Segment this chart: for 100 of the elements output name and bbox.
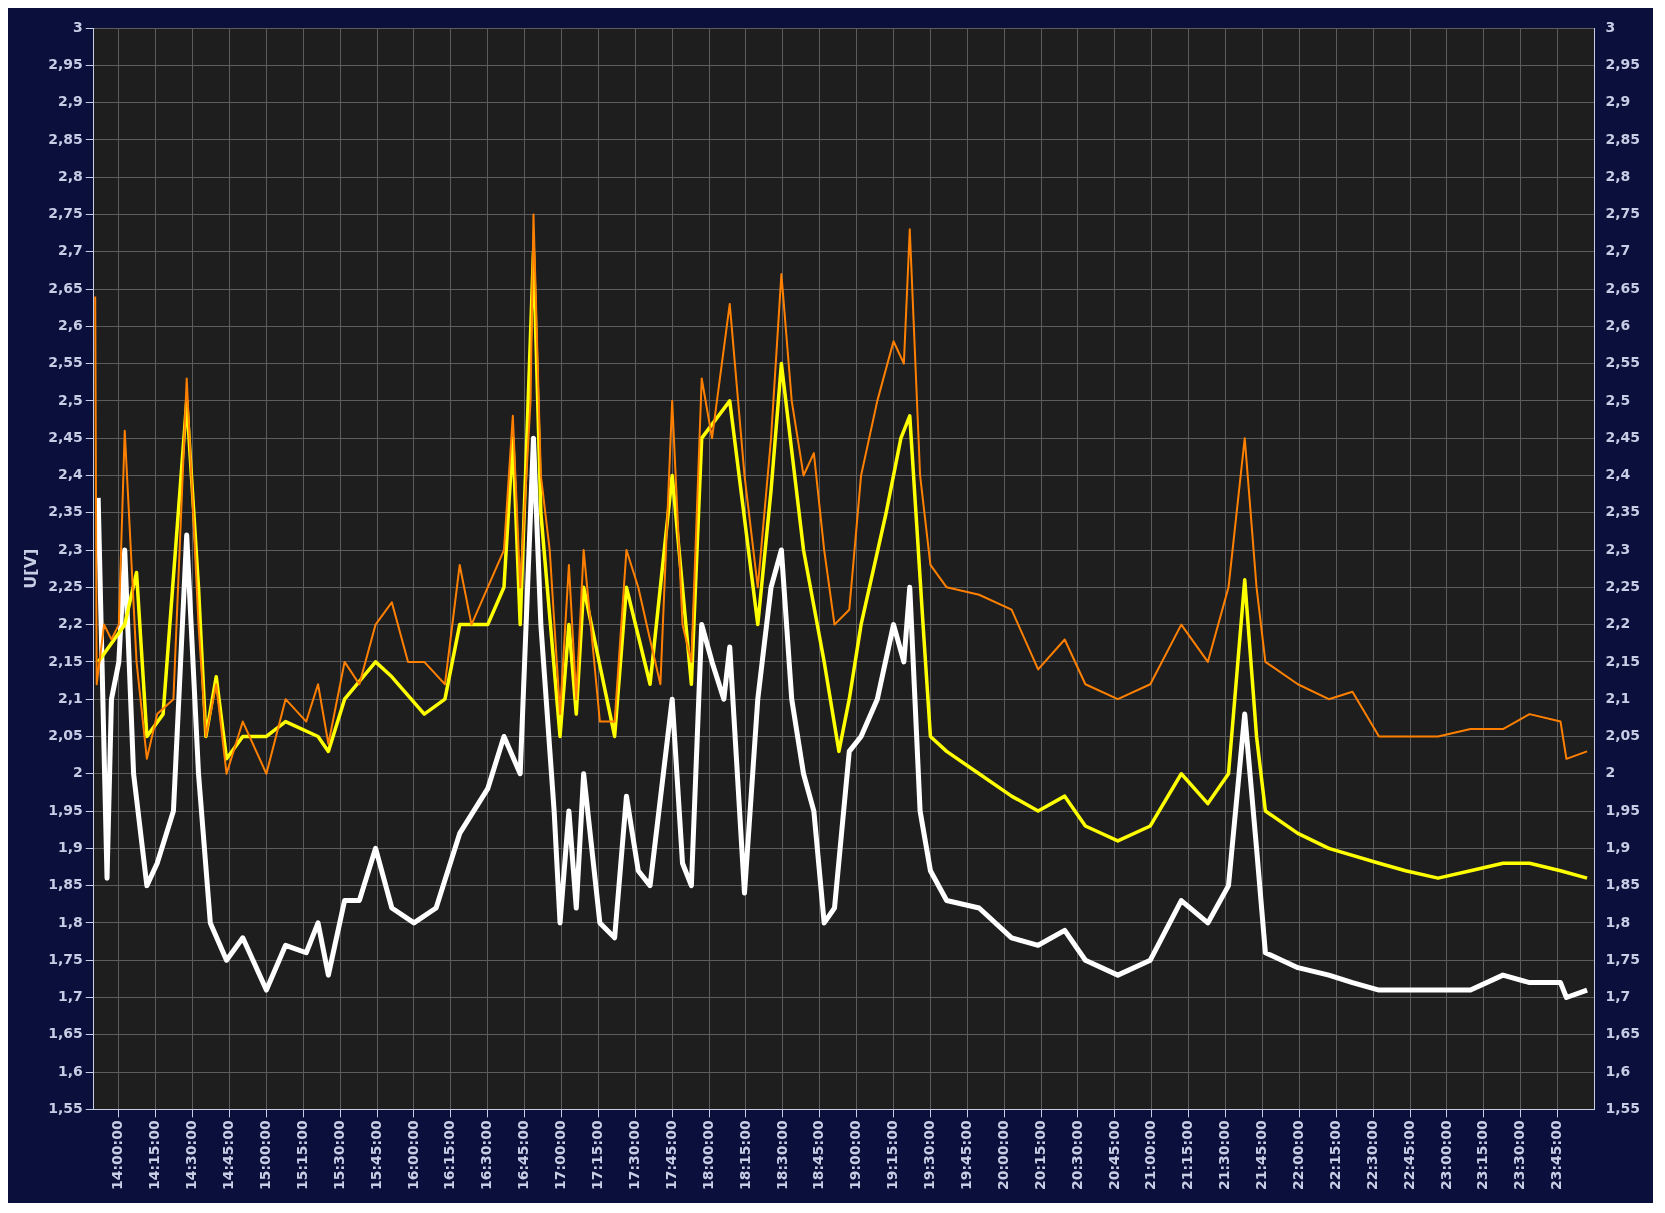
x-tick-label: 20:30:00 bbox=[1068, 1120, 1085, 1191]
x-tick-label: 16:45:00 bbox=[515, 1120, 532, 1191]
y-tick-label: 2,2 bbox=[57, 615, 83, 632]
x-tick-label: 22:00:00 bbox=[1289, 1120, 1306, 1191]
x-tick-label: 19:00:00 bbox=[847, 1120, 864, 1191]
y-tick-label: 2,55 bbox=[48, 354, 83, 371]
y-tick-label: 2 bbox=[72, 764, 83, 781]
y-tick-label: 2,05 bbox=[48, 727, 83, 744]
x-tick-label: 20:45:00 bbox=[1105, 1120, 1122, 1191]
y-tick-label: 2,35 bbox=[48, 503, 83, 520]
y2-tick-label: 1,7 bbox=[1605, 988, 1631, 1005]
x-tick-label: 21:30:00 bbox=[1216, 1120, 1233, 1191]
y2-tick-label: 2,7 bbox=[1605, 242, 1631, 259]
x-tick-label: 21:45:00 bbox=[1253, 1120, 1270, 1191]
y2-tick-label: 2,4 bbox=[1605, 466, 1631, 483]
y-tick-label: 1,75 bbox=[48, 950, 83, 967]
y-tick-label: 2,8 bbox=[57, 167, 83, 184]
x-tick-label: 18:15:00 bbox=[736, 1120, 753, 1191]
y2-tick-label: 2,8 bbox=[1605, 167, 1631, 184]
y-tick-label: 1,9 bbox=[57, 838, 83, 855]
y-tick-label: 2,9 bbox=[57, 93, 83, 110]
y-tick-label: 1,95 bbox=[48, 801, 83, 818]
y2-tick-label: 2,55 bbox=[1605, 354, 1640, 371]
x-tick-label: 17:00:00 bbox=[552, 1120, 569, 1191]
y2-tick-label: 2,95 bbox=[1605, 55, 1640, 72]
y-tick-label: 2,7 bbox=[57, 242, 83, 259]
x-tick-label: 14:45:00 bbox=[220, 1120, 237, 1191]
y2-tick-label: 1,55 bbox=[1605, 1100, 1640, 1116]
y-tick-label: 2,45 bbox=[48, 428, 83, 445]
y2-tick-label: 2,65 bbox=[1605, 279, 1640, 296]
y-tick-label: 3 bbox=[72, 18, 83, 35]
y2-tick-label: 1,6 bbox=[1605, 1062, 1631, 1079]
y-tick-label: 2,25 bbox=[48, 577, 83, 594]
x-tick-label: 14:30:00 bbox=[183, 1120, 200, 1191]
x-tick-label: 20:00:00 bbox=[994, 1120, 1011, 1191]
x-tick-label: 15:00:00 bbox=[257, 1120, 274, 1191]
y-tick-label: 1,55 bbox=[48, 1100, 83, 1116]
x-tick-label: 18:30:00 bbox=[773, 1120, 790, 1191]
x-tick-label: 23:45:00 bbox=[1548, 1120, 1565, 1191]
y2-tick-label: 2,45 bbox=[1605, 428, 1640, 445]
y-tick-label: 1,6 bbox=[57, 1062, 83, 1079]
y-tick-label: 2,15 bbox=[48, 652, 83, 669]
y-tick-label: 2,6 bbox=[57, 316, 83, 333]
x-tick-label: 16:30:00 bbox=[478, 1120, 495, 1191]
x-tick-label: 14:15:00 bbox=[146, 1120, 163, 1191]
x-tick-label: 17:45:00 bbox=[662, 1120, 679, 1191]
x-tick-label: 17:30:00 bbox=[625, 1120, 642, 1191]
x-tick-label: 21:15:00 bbox=[1179, 1120, 1196, 1191]
y2-tick-label: 2,15 bbox=[1605, 652, 1640, 669]
x-tick-label: 15:30:00 bbox=[330, 1120, 347, 1191]
y2-tick-label: 1,65 bbox=[1605, 1025, 1640, 1042]
y2-tick-label: 2,9 bbox=[1605, 93, 1631, 110]
y-tick-label: 2,75 bbox=[48, 205, 83, 222]
y2-tick-label: 3 bbox=[1605, 18, 1616, 35]
y-tick-label: 1,8 bbox=[57, 913, 83, 930]
y2-tick-label: 1,75 bbox=[1605, 950, 1640, 967]
y2-tick-label: 2,5 bbox=[1605, 391, 1631, 408]
x-tick-label: 17:15:00 bbox=[589, 1120, 606, 1191]
y2-tick-label: 1,9 bbox=[1605, 838, 1631, 855]
y2-tick-label: 2,1 bbox=[1605, 689, 1631, 706]
x-tick-label: 20:15:00 bbox=[1031, 1120, 1048, 1191]
x-tick-label: 22:30:00 bbox=[1363, 1120, 1380, 1191]
y2-tick-label: 2,85 bbox=[1605, 130, 1640, 147]
x-tick-label: 21:00:00 bbox=[1142, 1120, 1159, 1191]
y2-tick-label: 2,05 bbox=[1605, 727, 1640, 744]
x-tick-label: 22:45:00 bbox=[1400, 1120, 1417, 1191]
x-tick-label: 16:00:00 bbox=[404, 1120, 421, 1191]
x-tick-label: 14:00:00 bbox=[109, 1120, 126, 1191]
y2-tick-label: 2,6 bbox=[1605, 316, 1631, 333]
y2-tick-label: 1,85 bbox=[1605, 876, 1640, 893]
x-tick-label: 19:30:00 bbox=[921, 1120, 938, 1191]
y2-tick-label: 2,35 bbox=[1605, 503, 1640, 520]
x-tick-label: 16:15:00 bbox=[441, 1120, 458, 1191]
x-tick-label: 22:15:00 bbox=[1326, 1120, 1343, 1191]
y-axis-title: U[V] bbox=[20, 548, 40, 589]
x-tick-label: 19:15:00 bbox=[884, 1120, 901, 1191]
x-tick-label: 23:00:00 bbox=[1437, 1120, 1454, 1191]
y2-tick-label: 2,2 bbox=[1605, 615, 1631, 632]
y2-tick-label: 2,25 bbox=[1605, 577, 1640, 594]
y-tick-label: 2,1 bbox=[57, 689, 83, 706]
y2-tick-label: 2,3 bbox=[1605, 540, 1631, 557]
y-tick-label: 2,65 bbox=[48, 279, 83, 296]
y-tick-label: 1,85 bbox=[48, 876, 83, 893]
y2-tick-label: 1,8 bbox=[1605, 913, 1631, 930]
x-tick-label: 23:30:00 bbox=[1511, 1120, 1528, 1191]
y2-tick-label: 2 bbox=[1605, 764, 1616, 781]
x-tick-label: 19:45:00 bbox=[957, 1120, 974, 1191]
x-tick-label: 15:15:00 bbox=[293, 1120, 310, 1191]
y-tick-label: 2,3 bbox=[57, 540, 83, 557]
y-tick-label: 2,85 bbox=[48, 130, 83, 147]
x-tick-label: 18:00:00 bbox=[699, 1120, 716, 1191]
x-tick-label: 23:15:00 bbox=[1474, 1120, 1491, 1191]
x-tick-label: 15:45:00 bbox=[367, 1120, 384, 1191]
y-tick-label: 2,5 bbox=[57, 391, 83, 408]
y-tick-label: 1,7 bbox=[57, 988, 83, 1005]
y-tick-label: 2,4 bbox=[57, 466, 83, 483]
y-tick-label: 1,65 bbox=[48, 1025, 83, 1042]
x-tick-label: 18:45:00 bbox=[810, 1120, 827, 1191]
y2-tick-label: 2,75 bbox=[1605, 205, 1640, 222]
y-tick-label: 2,95 bbox=[48, 55, 83, 72]
